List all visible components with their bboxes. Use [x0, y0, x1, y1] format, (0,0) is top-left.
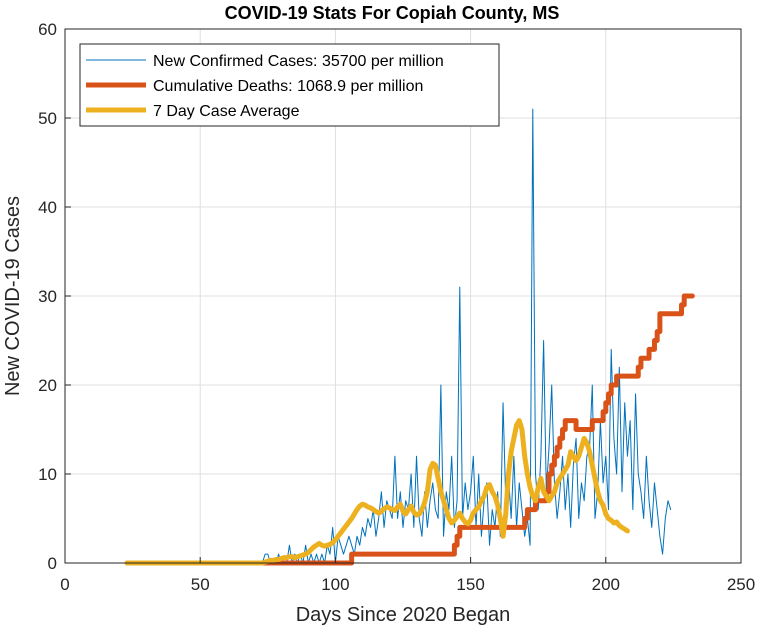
legend-label-average: 7 Day Case Average: [153, 103, 300, 120]
legend-label-deaths: Cumulative Deaths: 1068.9 per million: [153, 78, 423, 95]
y-tick-label: 10: [38, 465, 57, 484]
x-tick-labels: 0 50 100 150 200 250: [60, 557, 755, 594]
x-tick-label: 100: [321, 575, 349, 594]
y-tick-label: 40: [38, 198, 57, 217]
y-tick-label: 30: [38, 287, 57, 306]
x-tick-label: 200: [592, 575, 620, 594]
y-tick-label: 60: [38, 20, 57, 39]
legend-label-new-cases: New Confirmed Cases: 35700 per million: [153, 53, 444, 70]
y-tick-label: 20: [38, 376, 57, 395]
legend: New Confirmed Cases: 35700 per million C…: [79, 43, 500, 127]
y-tick-label: 0: [48, 554, 57, 573]
x-tick-label: 50: [191, 575, 210, 594]
y-tick-label: 50: [38, 109, 57, 128]
y-tick-labels: 0 10 20 30 40 50 60: [38, 20, 71, 573]
x-tick-label: 150: [456, 575, 484, 594]
legend-box: [79, 43, 500, 127]
x-tick-label: 250: [727, 575, 755, 594]
x-tick-label: 0: [60, 575, 69, 594]
chart-title: COVID-19 Stats For Copiah County, MS: [225, 3, 560, 23]
y-axis-label: New COVID-19 Cases: [2, 196, 24, 396]
x-axis-label: Days Since 2020 Began: [296, 604, 511, 626]
